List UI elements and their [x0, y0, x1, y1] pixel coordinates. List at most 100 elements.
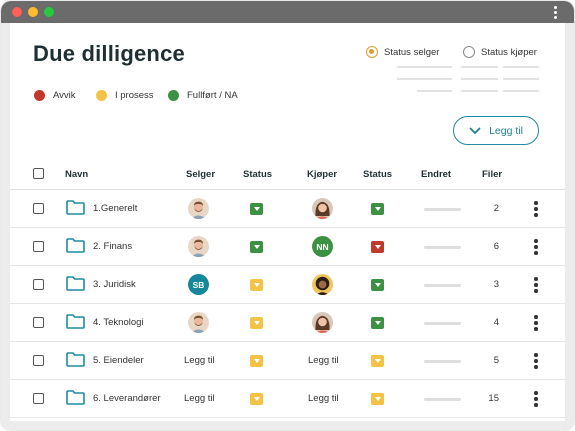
table-row[interactable]: 4. Teknologi 4 [10, 304, 565, 342]
caret-down-icon [374, 397, 381, 401]
add-button-label: Legg til [489, 124, 523, 137]
placeholder-line [397, 78, 452, 80]
row-name[interactable]: 6. Leverandører [93, 393, 161, 404]
add-assignee-link[interactable]: Legg til [308, 393, 339, 404]
column-header-changed[interactable]: Endret [421, 169, 452, 180]
radio-unselected-icon[interactable] [463, 46, 475, 58]
row-menu-icon[interactable] [534, 353, 538, 369]
row-name[interactable]: 1.Generelt [93, 203, 138, 214]
row-checkbox[interactable] [33, 203, 44, 214]
row-menu-icon[interactable] [534, 391, 538, 407]
folder-icon [66, 276, 85, 291]
changed-placeholder [424, 208, 461, 211]
column-header-files[interactable]: Filer [482, 169, 503, 180]
caret-down-icon [374, 321, 381, 325]
status-dropdown[interactable] [371, 317, 384, 329]
caret-down-icon [253, 397, 260, 401]
radio-selected-icon[interactable] [366, 46, 378, 58]
placeholder-line [461, 90, 498, 92]
row-menu-icon[interactable] [534, 239, 538, 255]
column-header-buyer[interactable]: Kjøper [307, 169, 338, 180]
placeholder-line [417, 90, 452, 92]
row-menu-icon[interactable] [534, 315, 538, 331]
minimize-window-button[interactable] [28, 7, 38, 17]
row-checkbox[interactable] [33, 317, 44, 328]
row-name[interactable]: 4. Teknologi [93, 317, 144, 328]
row-checkbox[interactable] [33, 393, 44, 404]
avatar[interactable] [312, 198, 333, 219]
maximize-window-button[interactable] [44, 7, 54, 17]
avatar[interactable] [312, 274, 333, 295]
column-header-buyer-status[interactable]: Status [363, 169, 393, 180]
changed-placeholder [424, 360, 461, 363]
status-dropdown[interactable] [371, 279, 384, 291]
status-dropdown[interactable] [250, 279, 263, 291]
legend-item-i-prosess: I prosess [96, 88, 154, 102]
file-count: 6 [493, 241, 499, 252]
legend-item-fullfort: Fullført / NA [168, 88, 238, 102]
placeholder-line [461, 66, 498, 68]
avatar[interactable] [188, 312, 209, 333]
row-checkbox[interactable] [33, 355, 44, 366]
folder-icon [66, 238, 85, 253]
row-menu-icon[interactable] [534, 201, 538, 217]
avatar-initials[interactable]: SB [188, 274, 209, 295]
placeholder-line [503, 90, 539, 92]
filter-status-kjoper[interactable]: Status kjøper [463, 45, 537, 59]
column-header-seller[interactable]: Selger [186, 169, 216, 180]
red-dot-icon [34, 89, 45, 101]
row-checkbox[interactable] [33, 241, 44, 252]
status-dropdown[interactable] [371, 241, 384, 253]
legend-label: Fullført / NA [187, 89, 238, 101]
due-diligence-panel: Due dilligence Avvik I prosess Fullført … [10, 23, 565, 421]
window-menu-icon[interactable] [554, 6, 558, 19]
status-dropdown[interactable] [250, 203, 263, 215]
row-name[interactable]: 5. Eiendeler [93, 355, 144, 366]
status-dropdown[interactable] [371, 355, 384, 367]
table-row[interactable]: 3. Juridisk SB 3 [10, 266, 565, 304]
avatar[interactable] [188, 236, 209, 257]
caret-down-icon [374, 207, 381, 211]
filter-status-selger[interactable]: Status selger [366, 45, 439, 59]
changed-placeholder [424, 246, 461, 249]
caret-down-icon [374, 283, 381, 287]
table-row[interactable]: 1.Generelt 2 [10, 190, 565, 228]
add-assignee-link[interactable]: Legg til [184, 393, 215, 404]
add-assignee-link[interactable]: Legg til [308, 355, 339, 366]
changed-placeholder [424, 322, 461, 325]
status-dropdown[interactable] [371, 203, 384, 215]
close-window-button[interactable] [12, 7, 22, 17]
table-row[interactable]: 6. Leverandører Legg til Legg til 15 [10, 380, 565, 418]
folder-icon [66, 200, 85, 215]
caret-down-icon [374, 359, 381, 363]
table-row[interactable]: 2. Finans NN 6 [10, 228, 565, 266]
row-name[interactable]: 2. Finans [93, 241, 133, 252]
avatar[interactable] [188, 198, 209, 219]
avatar[interactable] [312, 312, 333, 333]
column-header-name[interactable]: Navn [65, 169, 89, 180]
page-title: Due dilligence [33, 41, 185, 66]
placeholder-line [461, 78, 498, 80]
status-dropdown[interactable] [250, 241, 263, 253]
status-dropdown[interactable] [250, 317, 263, 329]
changed-placeholder [424, 398, 461, 401]
filter-label: Status kjøper [481, 46, 537, 58]
add-assignee-link[interactable]: Legg til [184, 355, 215, 366]
column-header-seller-status[interactable]: Status [243, 169, 273, 180]
row-checkbox[interactable] [33, 279, 44, 290]
yellow-dot-icon [96, 89, 107, 101]
avatar-initials[interactable]: NN [312, 236, 333, 257]
table-header: Navn Selger Status Kjøper Status Endret … [10, 158, 565, 190]
folder-icon [66, 390, 85, 405]
caret-down-icon [253, 207, 260, 211]
table-row[interactable]: 5. Eiendeler Legg til Legg til 5 [10, 342, 565, 380]
status-dropdown[interactable] [250, 393, 263, 405]
status-dropdown[interactable] [371, 393, 384, 405]
row-menu-icon[interactable] [534, 277, 538, 293]
select-all-checkbox[interactable] [33, 168, 44, 179]
status-dropdown[interactable] [250, 355, 263, 367]
caret-down-icon [253, 321, 260, 325]
add-button[interactable]: Legg til [453, 116, 539, 145]
row-name[interactable]: 3. Juridisk [93, 279, 136, 290]
